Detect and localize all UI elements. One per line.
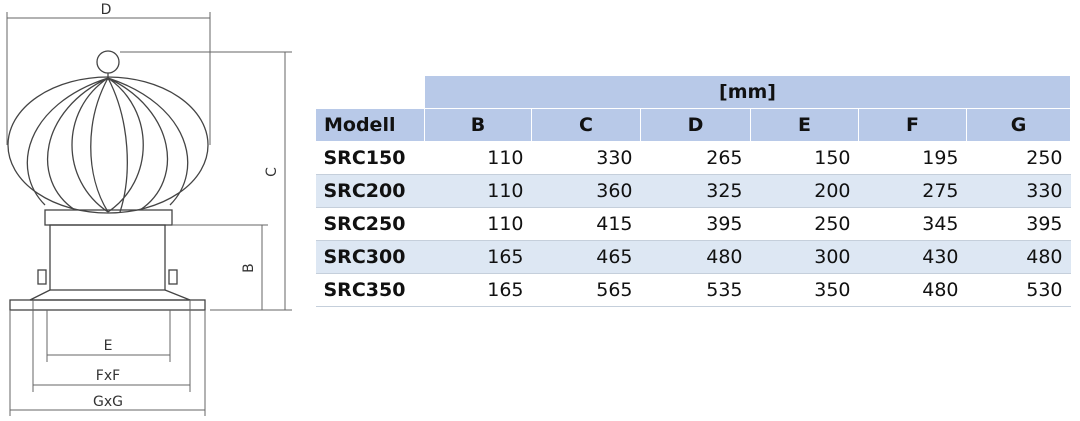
header-row: Modell B C D E F G bbox=[315, 108, 1071, 142]
cell-value: 265 bbox=[640, 141, 751, 175]
cell-value: 530 bbox=[966, 273, 1071, 307]
cell-value: 395 bbox=[640, 207, 751, 241]
cell-value: 535 bbox=[640, 273, 751, 307]
model-name: SRC250 bbox=[315, 207, 425, 241]
cell-value: 430 bbox=[858, 240, 967, 274]
model-name: SRC350 bbox=[315, 273, 425, 307]
spacer bbox=[316, 76, 425, 109]
cell-value: 165 bbox=[424, 240, 532, 274]
cell-value: 330 bbox=[966, 174, 1071, 208]
cell-value: 300 bbox=[750, 240, 859, 274]
cell-value: 110 bbox=[424, 141, 532, 175]
ventilator-drawing: D C B E FxF GxG bbox=[6, 2, 292, 416]
column-header: D bbox=[640, 108, 751, 142]
table-row: SRC250 110 415 395 250 345 395 bbox=[315, 207, 1071, 241]
dim-label: B bbox=[241, 263, 257, 273]
model-name: SRC200 bbox=[315, 174, 425, 208]
cell-value: 465 bbox=[531, 240, 641, 274]
cell-value: 165 bbox=[424, 273, 532, 307]
cell-value: 195 bbox=[858, 141, 967, 175]
dim-label: C bbox=[264, 167, 280, 177]
cell-value: 330 bbox=[531, 141, 641, 175]
cell-value: 325 bbox=[640, 174, 751, 208]
column-header: E bbox=[750, 108, 859, 142]
cell-value: 110 bbox=[424, 174, 532, 208]
dim-label: GxG bbox=[93, 394, 123, 410]
column-header: G bbox=[966, 108, 1071, 142]
pipe bbox=[49, 224, 166, 291]
screw bbox=[37, 269, 47, 285]
column-header: F bbox=[858, 108, 967, 142]
cell-value: 480 bbox=[640, 240, 751, 274]
model-name: SRC150 bbox=[315, 141, 425, 175]
cell-value: 415 bbox=[531, 207, 641, 241]
dim-label: FxF bbox=[96, 368, 120, 384]
screw bbox=[168, 269, 178, 285]
column-header: C bbox=[531, 108, 641, 142]
cell-value: 565 bbox=[531, 273, 641, 307]
table-row: SRC150 110 330 265 150 195 250 bbox=[315, 141, 1071, 175]
cell-value: 350 bbox=[750, 273, 859, 307]
blades bbox=[26, 77, 189, 213]
model-name: SRC300 bbox=[315, 240, 425, 274]
cell-value: 150 bbox=[750, 141, 859, 175]
column-header: B bbox=[424, 108, 532, 142]
cell-value: 360 bbox=[531, 174, 641, 208]
flange bbox=[29, 289, 191, 301]
dimension-table: [mm] Modell B C D E F G SRC150 110 330 265 150 195 250… bbox=[315, 75, 1071, 307]
cell-value: 200 bbox=[750, 174, 859, 208]
unit-row: [mm] bbox=[316, 75, 1071, 109]
cell-value: 480 bbox=[966, 240, 1071, 274]
cell-value: 345 bbox=[858, 207, 967, 241]
table-row: SRC350 165 565 535 350 480 530 bbox=[315, 273, 1071, 307]
turbine-head bbox=[7, 76, 209, 214]
cell-value: 395 bbox=[966, 207, 1071, 241]
base-plate bbox=[9, 299, 206, 311]
cell-value: 110 bbox=[424, 207, 532, 241]
cell-value: 275 bbox=[858, 174, 967, 208]
table-row: SRC200 110 360 325 200 275 330 bbox=[315, 174, 1071, 208]
cell-value: 480 bbox=[858, 273, 967, 307]
cell-value: 250 bbox=[750, 207, 859, 241]
column-header: Modell bbox=[315, 108, 425, 142]
knob bbox=[96, 50, 120, 74]
table-row: SRC300 165 465 480 300 430 480 bbox=[315, 240, 1071, 274]
cell-value: 250 bbox=[966, 141, 1071, 175]
dim-label: D bbox=[101, 2, 112, 18]
unit-header: [mm] bbox=[424, 75, 1071, 109]
dim-label: E bbox=[104, 338, 113, 354]
